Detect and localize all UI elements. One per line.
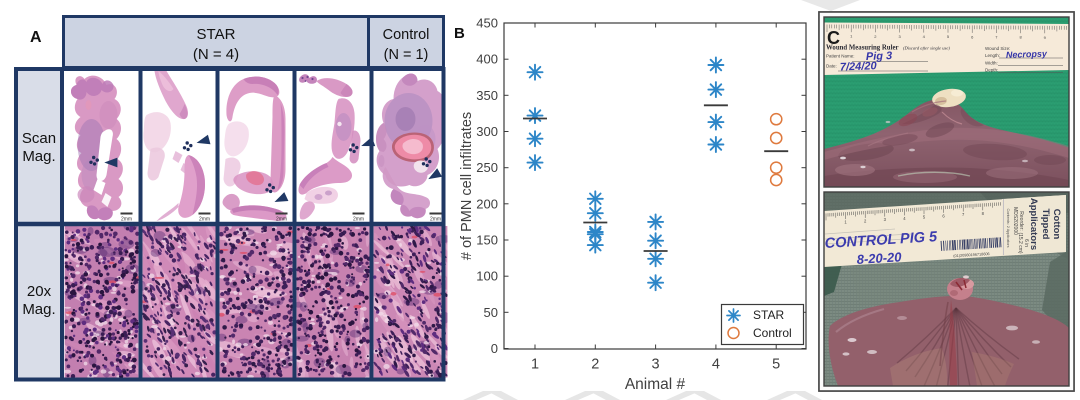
svg-text:8: 8 [982, 211, 985, 216]
svg-text:Applicators: Applicators [1028, 198, 1039, 250]
svg-text:300: 300 [476, 124, 498, 139]
svg-text:(01)20980196718606: (01)20980196718606 [953, 252, 990, 258]
svg-text:Date:: Date: [826, 64, 837, 69]
svg-text:3: 3 [884, 217, 887, 222]
svg-text:# of PMN cell infiltrates: # of PMN cell infiltrates [459, 112, 475, 260]
svg-text:(Discard after single use): (Discard after single use) [903, 46, 950, 51]
svg-text:4: 4 [923, 34, 926, 39]
svg-text:1: 1 [844, 220, 847, 225]
svg-text:Width:: Width: [985, 61, 998, 66]
svg-text:250: 250 [476, 160, 498, 175]
svg-text:Tipped: Tipped [1040, 209, 1051, 240]
svg-text:STAR: STAR [753, 308, 784, 322]
svg-text:MDS202000: MDS202000 [1012, 207, 1018, 235]
svg-text:7/24/20: 7/24/20 [840, 60, 878, 73]
svg-text:2mm: 2mm [430, 217, 441, 223]
svg-text:Mag.: Mag. [22, 301, 55, 318]
svg-text:1: 1 [850, 34, 853, 39]
svg-text:Contents: 2 Applicators: Contents: 2 Applicators [1006, 208, 1010, 247]
svg-text:2: 2 [874, 34, 877, 39]
svg-text:2mm: 2mm [121, 217, 132, 223]
svg-text:3: 3 [898, 34, 901, 39]
svg-text:4: 4 [712, 357, 720, 373]
svg-text:0: 0 [491, 341, 498, 356]
svg-text:4: 4 [903, 216, 906, 221]
svg-text:Wound Measuring Ruler: Wound Measuring Ruler [826, 45, 899, 52]
svg-text:(15.2 cm): (15.2 cm) [1017, 232, 1023, 253]
svg-text:Animal #: Animal # [625, 376, 686, 393]
svg-text:2: 2 [864, 218, 867, 223]
svg-text:8: 8 [1019, 35, 1022, 40]
svg-text:STAR: STAR [197, 26, 236, 43]
svg-text:6 in: 6 in [1023, 239, 1029, 247]
svg-text:7: 7 [962, 212, 965, 217]
svg-text:8-20-20: 8-20-20 [856, 249, 902, 267]
svg-text:3: 3 [652, 357, 660, 373]
svg-text:450: 450 [476, 16, 498, 31]
svg-text:Length:: Length: [985, 53, 1000, 58]
svg-text:2mm: 2mm [276, 217, 287, 223]
svg-text:350: 350 [476, 88, 498, 103]
svg-text:Reorder:: Reorder: [1018, 211, 1024, 230]
svg-text:A: A [30, 29, 42, 46]
svg-text:100: 100 [476, 269, 498, 284]
svg-text:6: 6 [971, 34, 974, 39]
svg-text:(N = 4): (N = 4) [193, 46, 239, 63]
svg-text:Control: Control [383, 27, 430, 43]
svg-text:6: 6 [942, 213, 945, 218]
svg-text:9: 9 [1044, 35, 1047, 40]
svg-text:Cotton: Cotton [1051, 209, 1062, 240]
svg-text:20x: 20x [27, 283, 52, 300]
svg-text:5: 5 [947, 34, 950, 39]
svg-text:CONTROL PIG 5: CONTROL PIG 5 [824, 229, 938, 252]
svg-text:Mag.: Mag. [22, 148, 55, 165]
svg-text:50: 50 [484, 305, 498, 320]
svg-text:Control: Control [753, 326, 792, 340]
svg-text:5: 5 [772, 357, 780, 373]
svg-text:2: 2 [591, 357, 599, 373]
svg-text:200: 200 [476, 196, 498, 211]
svg-text:B: B [454, 25, 465, 42]
svg-text:C: C [827, 28, 840, 48]
svg-text:(N = 1): (N = 1) [384, 47, 429, 63]
svg-text:Patient Name:: Patient Name: [826, 54, 855, 59]
svg-text:2mm: 2mm [353, 217, 364, 223]
svg-text:7: 7 [995, 35, 998, 40]
svg-text:400: 400 [476, 52, 498, 67]
svg-text:1: 1 [531, 357, 539, 373]
svg-text:150: 150 [476, 233, 498, 248]
svg-text:Depth:: Depth: [985, 68, 998, 73]
svg-text:Wound Size:: Wound Size: [985, 46, 1010, 51]
svg-text:Pig 3: Pig 3 [866, 50, 893, 63]
svg-text:2mm: 2mm [199, 217, 210, 223]
svg-text:5: 5 [923, 215, 926, 220]
svg-text:Scan: Scan [22, 130, 56, 147]
svg-text:Necropsy: Necropsy [1006, 49, 1048, 60]
